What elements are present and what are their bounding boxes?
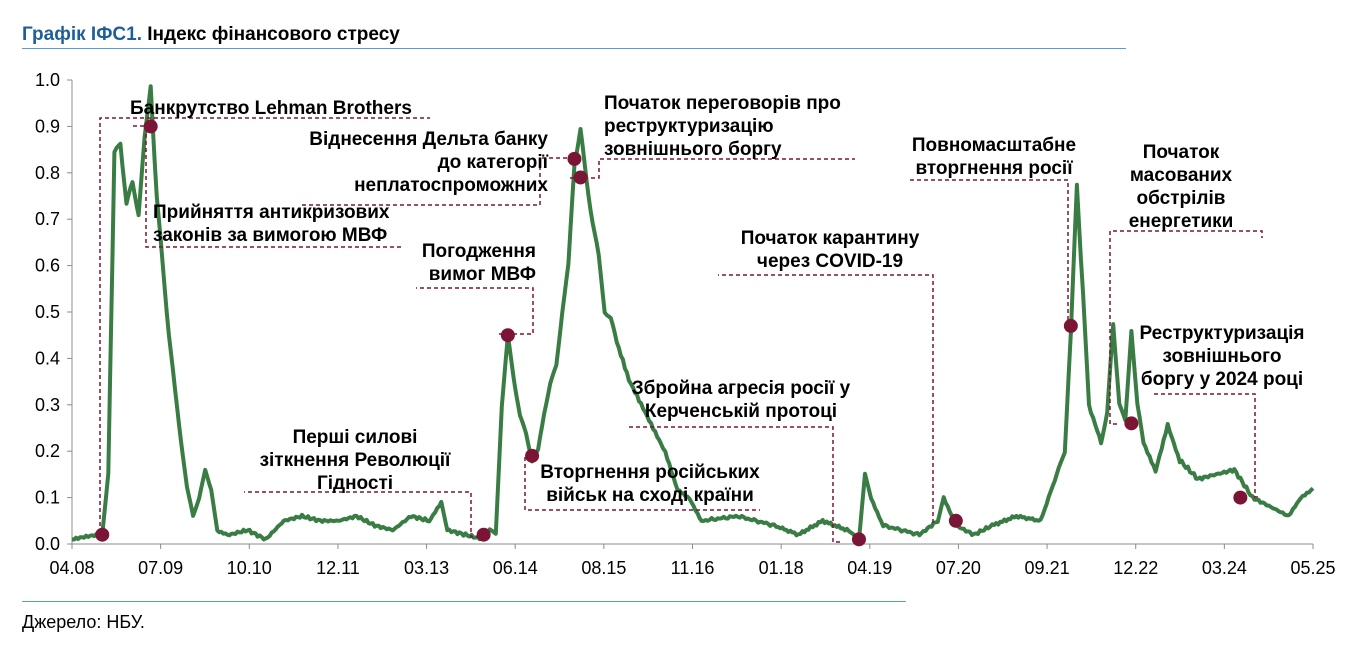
event-marker [500,328,515,343]
x-tick-label: 04.08 [49,558,94,578]
event-marker [1124,416,1139,431]
y-tick-label: 0.8 [35,163,60,183]
top-rule [22,48,1126,49]
x-tick-label: 08.15 [581,558,626,578]
event-marker [1233,490,1248,505]
annotation-text: Перші силові [293,427,418,448]
annotation-text: зовнішнього [1163,346,1282,367]
x-tick-label: 07.09 [138,558,183,578]
event-marker [567,151,582,166]
annotation-leader [627,426,840,543]
x-tick-label: 12.11 [316,558,360,578]
annotation-text: Початок карантину [741,228,920,249]
event-marker [95,527,110,542]
annotation-text: Початок [1143,142,1220,163]
event-marker [525,448,540,463]
event-marker [143,119,158,134]
annotation-text: масованих [1130,165,1233,186]
x-tick-label: 03.24 [1202,558,1247,578]
annotation-text: Віднесення Дельта банку [309,129,548,150]
annotation-leader [99,117,430,526]
annotation-text: законів за вимогою МВФ [153,225,387,246]
event-marker [1063,318,1078,333]
annotation-text: Погодження [422,241,536,262]
annotation-text: Збройна агресія росії у [632,378,851,399]
annotation-text: зовнішнього боргу [604,139,782,160]
annotation-text: вторгнення росії [915,158,1073,179]
annotation-leader [133,125,404,248]
annotation-leader [416,287,534,335]
chart-title: Графік ІФС1. Індекс фінансового стресу [22,24,400,46]
y-tick-label: 0.2 [35,441,60,461]
chart-title-text: Індекс фінансового стресу [147,24,400,45]
x-tick-label: 03.13 [404,558,449,578]
annotation-text: військ на сході країни [546,485,754,506]
y-tick-label: 0.0 [35,534,60,554]
annotation-text: до категорії [438,152,549,173]
x-tick-label: 06.14 [493,558,538,578]
x-tick-label: 12.22 [1113,558,1158,578]
annotation-text: через COVID-19 [757,251,903,272]
y-tick-label: 0.9 [35,116,60,136]
annotation-leader [300,157,567,206]
y-tick-label: 0.4 [35,348,60,368]
annotation-leader [1152,393,1258,498]
y-tick-label: 0.7 [35,209,60,229]
annotation-text: Гідності [317,473,393,494]
annotation-text: реструктуризацію [604,116,774,137]
bottom-rule [22,601,906,602]
event-marker [573,170,588,185]
x-tick-label: 10.10 [227,558,272,578]
event-marker [851,532,866,547]
annotation-text: Реструктуризація [1139,323,1304,344]
annotation-text: енергетики [1129,211,1234,232]
chart-label: Графік ІФС1. [22,24,142,45]
annotation-text: неплатоспроможних [354,175,548,196]
annotation-text: боргу у 2024 році [1141,369,1303,390]
y-tick-label: 0.1 [35,488,60,508]
x-tick-label: 07.20 [936,558,981,578]
x-tick-label: 11.16 [671,558,715,578]
event-marker [476,527,491,542]
annotation-text: Вторгнення російських [540,462,760,483]
x-tick-label: 01.18 [759,558,804,578]
x-tick-label: 09.21 [1025,558,1070,578]
annotation-text: вимог МВФ [429,264,536,285]
annotation-text: Банкрутство Lehman Brothers [130,98,412,119]
x-tick-label: 04.19 [847,558,892,578]
annotation-text: обстрілів [1137,188,1226,209]
annotation-leader [570,158,855,179]
y-tick-label: 0.3 [35,395,60,415]
annotation-leader [524,457,760,511]
x-tick-label: 05.25 [1290,558,1335,578]
annotation-text: Початок переговорів про [604,93,841,114]
y-tick-label: 1.0 [35,70,60,90]
y-tick-label: 0.6 [35,256,60,276]
y-tick-label: 0.5 [35,302,60,322]
annotation-text: Прийняття антикризових [153,202,390,223]
stress-index-line [71,84,1315,542]
source-note: Джерело: НБУ. [22,612,145,632]
annotation-text: Повномасштабне [912,135,1076,156]
annotation-text: Керченській протоці [645,401,837,422]
annotation-text: зіткнення Революції [260,450,451,471]
event-marker [948,513,963,528]
annotation-leader [1109,230,1263,425]
annotation-leader [718,274,934,523]
